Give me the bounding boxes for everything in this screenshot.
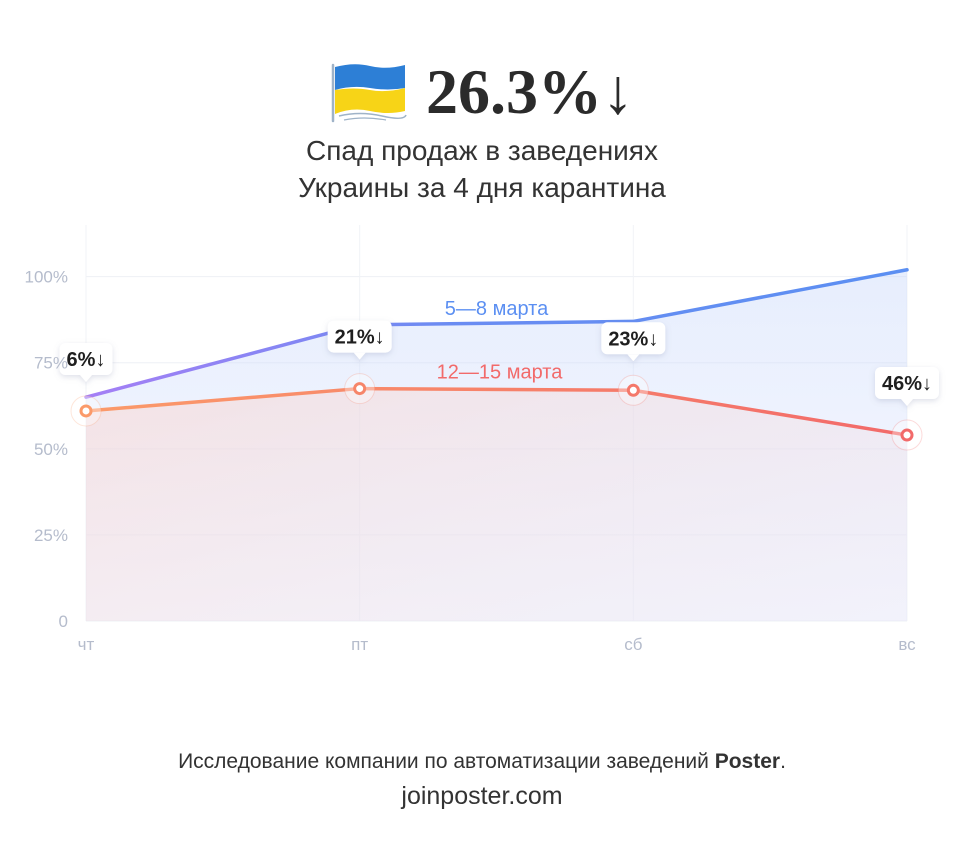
annotation-box (59, 342, 113, 375)
credit-suffix: . (780, 750, 786, 773)
chart-header: 26.3%↓ Спад продаж в заведениях Украины … (0, 60, 964, 206)
credit-brand: Poster (714, 750, 781, 773)
ukraine-flag-icon (331, 63, 407, 123)
y-tick-label: 0 (59, 612, 68, 631)
data-point (626, 383, 640, 397)
annotation-bubble (59, 342, 113, 382)
footer-site-link[interactable]: joinposter.com (401, 782, 563, 810)
chart-subtitle: Спад продаж в заведениях Украины за 4 дн… (0, 132, 964, 206)
annotation-box (327, 320, 392, 353)
series-label-12-15-march: 12—15 марта (437, 362, 564, 384)
subtitle-line-2: Украины за 4 дня карантина (298, 172, 666, 203)
annotation-box (875, 367, 939, 400)
annotation-bubble (875, 367, 939, 407)
annotation-bubble (601, 322, 666, 362)
annotation-pointer (353, 352, 366, 360)
x-tick-label: сб (624, 635, 643, 654)
series-line-12-15-march (84, 386, 909, 437)
annotation-label: 23%↓ (608, 328, 658, 350)
x-tick-label: вс (898, 635, 916, 654)
annotation-pointer (901, 399, 913, 407)
y-tick-label: 50% (34, 440, 68, 459)
y-tick-label: 75% (34, 354, 68, 373)
data-point (353, 382, 367, 396)
series-label-5-8-march: 5—8 марта (445, 298, 549, 320)
y-tick-label: 25% (34, 526, 68, 545)
x-tick-label: пт (351, 635, 368, 654)
subtitle-line-1: Спад продаж в заведениях (306, 135, 658, 166)
annotation-box (601, 322, 666, 355)
annotation-label: 46%↓ (882, 373, 932, 395)
series-line-5-8-march (84, 268, 909, 399)
annotation-label: 6%↓ (67, 349, 106, 371)
y-tick-label: 100% (25, 268, 68, 287)
credit-prefix: Исследование компании по автоматизации з… (178, 750, 715, 773)
annotation-pointer (80, 374, 92, 382)
annotation-pointer (627, 354, 640, 362)
x-tick-label: чт (78, 635, 95, 654)
series-area-red (86, 388, 907, 621)
annotation-label: 21%↓ (335, 327, 385, 349)
headline-value: 26.3%↓ (426, 56, 634, 127)
annotation-bubble (327, 320, 392, 360)
footer: Исследование компании по автоматизации з… (0, 750, 964, 811)
headline: 26.3%↓ (0, 60, 964, 124)
footer-credit: Исследование компании по автоматизации з… (0, 750, 964, 774)
data-point (79, 404, 93, 418)
data-point (900, 428, 914, 442)
